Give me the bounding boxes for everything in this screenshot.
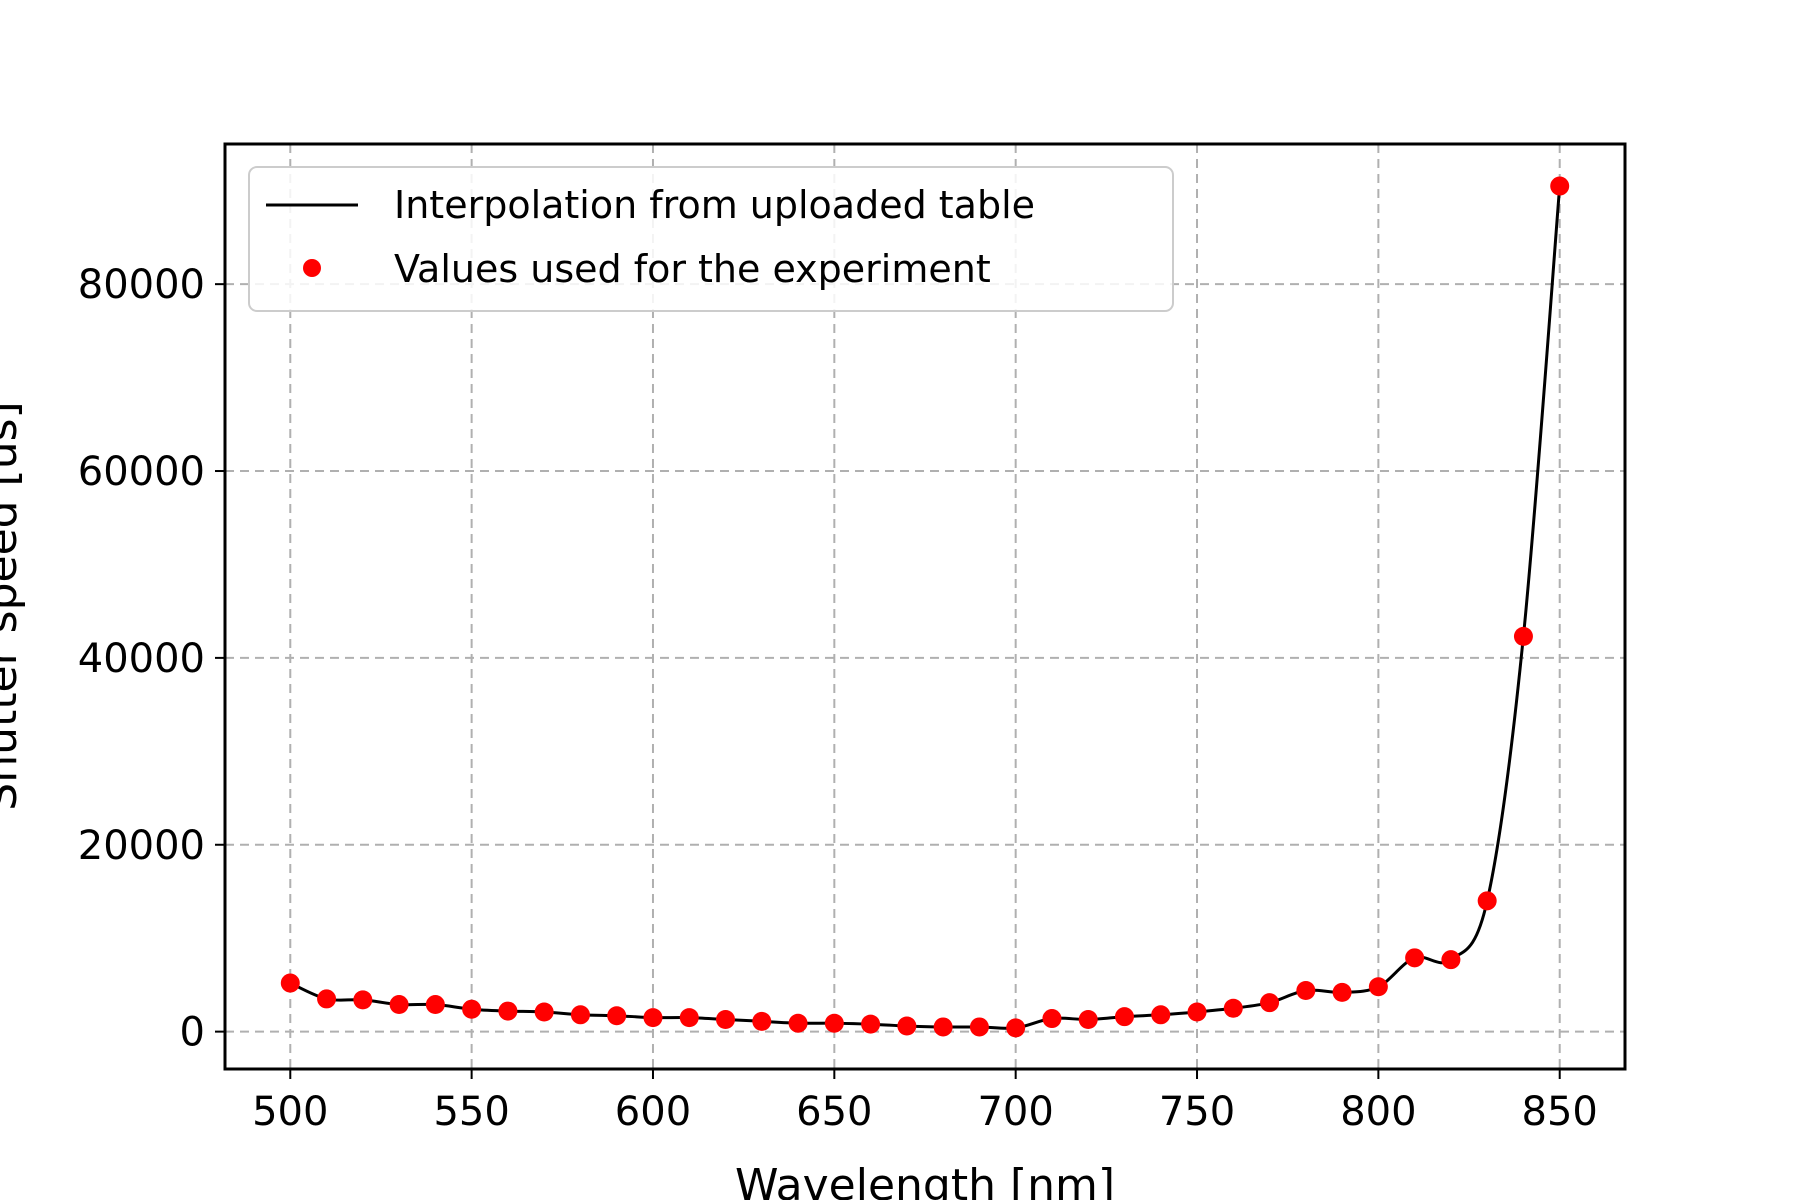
x-axis-label: Wavelength [nm]	[735, 1160, 1115, 1200]
legend-entry-values: Values used for the experiment	[394, 247, 991, 291]
data-point	[1332, 982, 1352, 1002]
y-axis-label: Shutter speed [us]	[0, 401, 27, 810]
data-point	[861, 1014, 881, 1034]
axis-ticks: 500 550 600 650 700 750 800 850 0 20000 40000 60000…	[78, 262, 1598, 1135]
data-point	[1042, 1009, 1062, 1029]
data-point	[1078, 1009, 1098, 1029]
data-point	[788, 1013, 808, 1033]
data-point	[607, 1006, 627, 1026]
data-point	[1513, 626, 1533, 646]
x-tick-label: 750	[1159, 1089, 1235, 1135]
y-tick-label: 40000	[78, 636, 205, 682]
data-point	[933, 1017, 953, 1037]
data-point	[1187, 1002, 1207, 1022]
data-point	[570, 1005, 590, 1025]
data-point	[280, 973, 300, 993]
legend: Interpolation from uploaded table Values…	[248, 166, 1174, 312]
data-point	[1296, 981, 1316, 1001]
data-point	[1405, 948, 1425, 968]
data-point	[1151, 1005, 1171, 1025]
data-point	[716, 1009, 736, 1029]
data-point	[534, 1002, 554, 1022]
data-point	[643, 1008, 663, 1028]
legend-box	[248, 166, 1174, 312]
data-point	[425, 995, 445, 1015]
x-tick-label: 700	[977, 1089, 1053, 1135]
data-point	[1550, 176, 1570, 196]
data-point	[1223, 998, 1243, 1018]
data-point	[969, 1017, 989, 1037]
x-tick-label: 800	[1340, 1089, 1416, 1135]
data-point	[1368, 977, 1388, 997]
y-tick-label: 80000	[78, 262, 205, 308]
y-tick-label: 0	[180, 1010, 205, 1056]
plot-frame	[223, 142, 1627, 1071]
data-point	[498, 1001, 518, 1021]
data-point	[824, 1013, 844, 1033]
data-point	[1006, 1018, 1026, 1038]
data-point	[389, 995, 409, 1015]
x-tick-label: 650	[796, 1089, 872, 1135]
plot-area	[280, 176, 1570, 1038]
y-tick-label: 60000	[78, 449, 205, 495]
x-tick-label: 550	[433, 1089, 509, 1135]
data-point	[1441, 950, 1461, 970]
data-point	[1114, 1007, 1134, 1027]
data-point	[897, 1016, 917, 1036]
interpolation-line	[289, 185, 1562, 1030]
data-point	[353, 990, 373, 1010]
data-point	[1477, 891, 1497, 911]
x-tick-label: 600	[615, 1089, 691, 1135]
x-tick-label: 500	[252, 1089, 328, 1135]
y-tick-label: 20000	[78, 823, 205, 869]
data-point	[752, 1011, 772, 1031]
data-point	[1260, 993, 1280, 1013]
legend-dot-swatch	[303, 259, 321, 277]
data-point	[462, 999, 482, 1019]
data-point	[317, 989, 337, 1009]
x-tick-label: 850	[1522, 1089, 1598, 1135]
data-point	[679, 1008, 699, 1028]
legend-entry-interpolation: Interpolation from uploaded table	[394, 183, 1035, 227]
